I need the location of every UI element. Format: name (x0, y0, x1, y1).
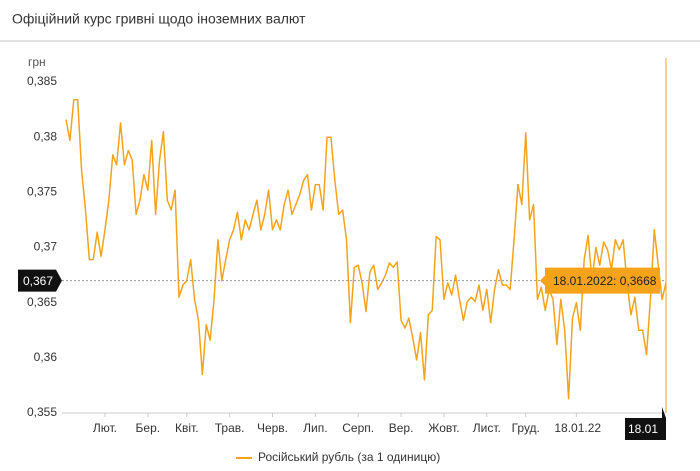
crosshair-x-box (625, 407, 666, 440)
x-tick-label: Квіт. (175, 421, 199, 435)
crosshair-x-label: 18.01 (628, 422, 658, 436)
y-tick-label: 0,37 (34, 240, 58, 254)
x-tick-label: Бер. (136, 421, 161, 435)
x-tick-label: 18.01.22 (554, 421, 601, 435)
legend-label: Російський рубль (за 1 одиницю) (258, 450, 440, 464)
x-tick-label: Черв. (257, 421, 288, 435)
y-tick-label: 0,36 (34, 350, 58, 364)
y-tick-label: 0,385 (27, 74, 57, 88)
crosshair-y-box (18, 269, 62, 292)
x-tick-label: Лип. (303, 421, 327, 435)
header (0, 0, 700, 40)
x-tick-label: Лист. (473, 421, 501, 435)
y-tick-label: 0,355 (27, 405, 57, 419)
x-tick-label: Трав. (215, 421, 245, 435)
tooltip-text: 18.01.2022: 0,3668 (553, 274, 657, 288)
x-tick-label: Жовт. (428, 421, 459, 435)
series-line (65, 98, 667, 400)
y-axis-label: грн (28, 55, 46, 69)
y-tick-label: 0,375 (27, 185, 57, 199)
x-tick-label: Груд. (512, 421, 540, 435)
tooltip-box (540, 267, 660, 294)
crosshair-y-label: 0,367 (23, 274, 53, 288)
y-tick-label: 0,365 (27, 295, 57, 309)
x-tick-label: Вер. (389, 421, 414, 435)
x-tick-label: Серп. (342, 421, 374, 435)
y-tick-label: 0,38 (34, 129, 58, 143)
x-tick-label: Лют. (93, 421, 117, 435)
page-title: Офіційний курс гривні щодо іноземних вал… (12, 11, 306, 27)
